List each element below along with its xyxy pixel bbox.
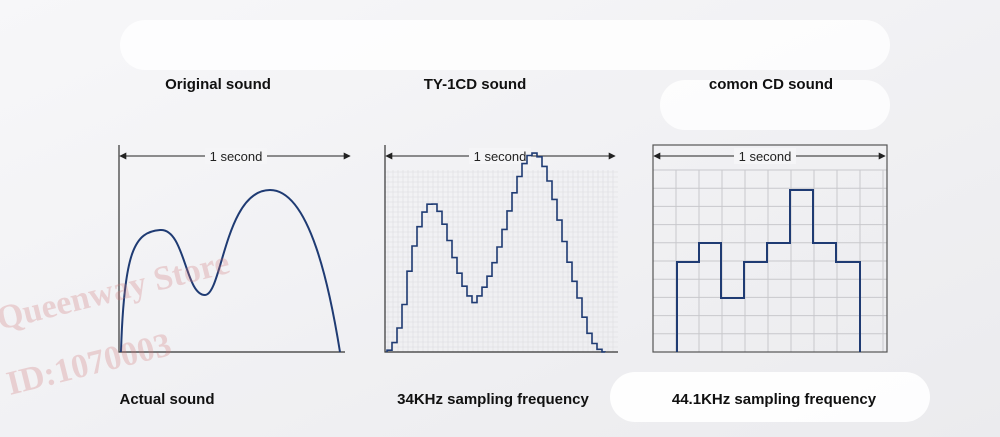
span-label: 1 second: [474, 149, 527, 164]
span-label: 1 second: [739, 149, 792, 164]
label-bg: [734, 148, 796, 164]
highlight: [610, 372, 930, 422]
panel-title: TY-1CD sound: [424, 76, 527, 93]
grid: [385, 170, 618, 352]
frame: [652, 144, 888, 353]
highlight: [120, 20, 890, 70]
caption: 44.1KHz sampling frequency: [672, 391, 877, 408]
panel-title: Original sound: [165, 76, 271, 93]
axis: [384, 145, 618, 353]
waveform: [676, 189, 861, 352]
panel-title: comon CD sound: [709, 76, 833, 93]
caption: Actual sound: [119, 391, 214, 408]
axis: [118, 145, 345, 353]
waveform: [120, 188, 341, 353]
label-bg: [205, 148, 267, 164]
label-bg: [469, 148, 531, 164]
span-label: 1 second: [210, 149, 263, 164]
highlight: [660, 80, 890, 130]
caption: 34KHz sampling frequency: [397, 391, 589, 408]
waveform: [386, 152, 606, 353]
